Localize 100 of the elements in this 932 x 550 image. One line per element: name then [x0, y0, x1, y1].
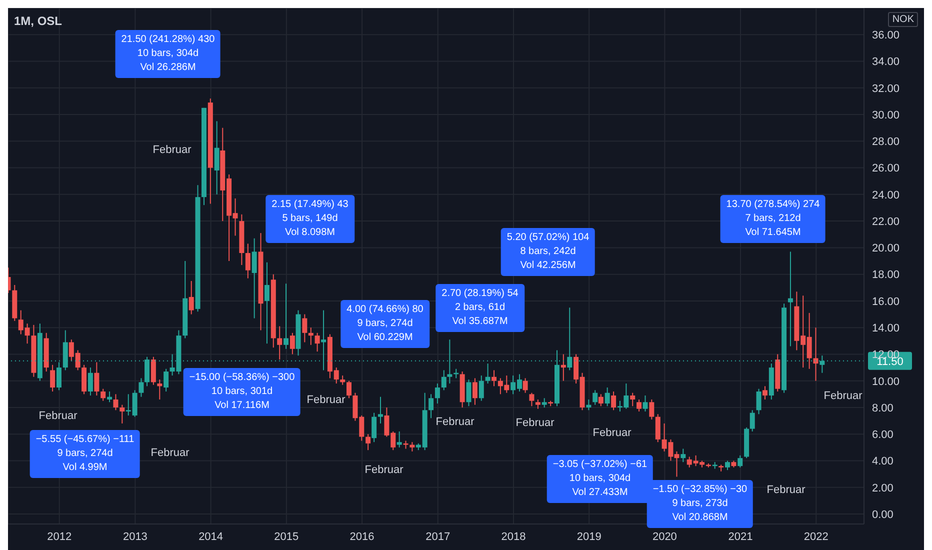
candlestick [107, 391, 112, 403]
annotation: Februar [152, 144, 192, 156]
candlestick [277, 326, 282, 360]
y-tick-label: 34.00 [872, 56, 900, 68]
candlestick [642, 395, 648, 412]
candlestick [655, 414, 660, 443]
candlestick [314, 332, 320, 352]
x-tick-label: 2014 [198, 530, 224, 543]
y-tick-label: 30.00 [872, 109, 900, 122]
y-tick-label: 24.00 [872, 189, 900, 202]
y-tick-label: 22.00 [872, 216, 900, 228]
y-tick-label: 10.00 [872, 376, 900, 388]
candlestick [88, 367, 93, 396]
y-tick-label: 18.00 [872, 269, 900, 282]
y-tick-label: 8.00 [872, 402, 894, 414]
candlestick [284, 283, 289, 350]
x-tick-label: 2020 [652, 530, 677, 543]
candlestick [164, 368, 169, 392]
annotation: Februar [306, 394, 346, 406]
candlestick [410, 442, 415, 452]
candlestick [264, 262, 270, 344]
candlestick [492, 370, 497, 387]
candlestick [724, 460, 730, 471]
annotation: 2.70 (28.19%) 54 2 bars, 61d Vol 35.687M [442, 287, 518, 329]
candlestick [636, 398, 642, 412]
y-tick-label: 14.00 [872, 322, 900, 334]
candlestick [560, 354, 566, 382]
y-tick-label: 26.00 [872, 162, 900, 175]
candlestick [138, 378, 144, 398]
candlestick [302, 314, 308, 343]
candlestick [340, 375, 346, 386]
x-tick-label: 2015 [274, 530, 299, 543]
candlestick [604, 387, 610, 407]
candlestick [372, 412, 377, 443]
y-axis-title: NOK [888, 12, 918, 27]
candlestick [680, 448, 686, 463]
candlestick [611, 391, 616, 411]
text: 1M, OSL [14, 14, 62, 28]
x-tick-label: 2012 [47, 530, 72, 543]
candlestick [529, 392, 534, 407]
candlestick [630, 392, 636, 407]
annotation: Februar [364, 464, 404, 476]
annotation: 21.50 (241.28%) 430 10 bars, 304d Vol 26.286M [121, 33, 215, 75]
annotation: −5.55 (−45.67%) −111 9 bars, 274d Vol 4.99M [36, 433, 134, 475]
annotation: 2.15 (17.49%) 43 5 bars, 149d Vol 8.098M [272, 198, 348, 240]
candlestick [157, 379, 162, 400]
candlestick [478, 375, 484, 402]
y-tick-label: 28.00 [872, 136, 900, 148]
y-tick-label: 16.00 [872, 296, 900, 308]
candlestick [750, 410, 755, 432]
candlestick [586, 398, 592, 411]
candlestick [346, 380, 352, 399]
y-tick-label: 20.00 [872, 242, 900, 255]
candlestick [252, 238, 257, 319]
candlestick [113, 394, 118, 411]
candlestick [290, 332, 295, 355]
candlestick [522, 378, 528, 394]
x-tick-label: 2013 [122, 530, 148, 543]
x-tick-label: 2016 [350, 530, 374, 543]
annotation: Februar [766, 484, 806, 496]
candlestick [813, 327, 818, 382]
x-tick-label: 2018 [501, 530, 526, 543]
annotation: Februar [436, 416, 474, 428]
annotation: 4.00 (74.66%) 80 9 bars, 274d Vol 60.229M [346, 303, 424, 345]
candlestick [535, 398, 540, 410]
x-tick-label: 2019 [576, 530, 602, 543]
candlestick [434, 383, 440, 404]
annotation: Februar [592, 427, 632, 439]
candlestick [466, 379, 472, 407]
annotation: Februar [516, 417, 554, 429]
y-tick-label: 32.00 [872, 82, 900, 95]
y-tick-label: 36.00 [872, 30, 900, 42]
candlestick [485, 363, 490, 384]
candlestick [738, 454, 743, 468]
annotation: Februar [38, 410, 78, 422]
candlestick [649, 398, 654, 420]
annotation: Februar [150, 447, 190, 459]
candlestick [50, 364, 56, 392]
candlestick [378, 396, 383, 424]
candlestick [472, 378, 478, 406]
candlestick [214, 120, 220, 195]
annotation: Februar [824, 390, 862, 402]
candlestick [245, 243, 250, 279]
y-tick-label: 0.00 [872, 508, 894, 521]
candlestick [441, 370, 446, 391]
candlestick [598, 394, 604, 407]
candlestick [120, 404, 125, 424]
candlestick [396, 430, 402, 448]
candlestick [366, 434, 371, 451]
annotation: −15.00 (−58.36%) −300 10 bars, 301d Vol 17.116M [189, 371, 295, 413]
candlestick [762, 386, 768, 400]
candlestick [94, 362, 100, 396]
candlestick [188, 280, 194, 315]
candlestick [82, 364, 87, 395]
x-tick-label: 2022 [804, 530, 828, 543]
candlestick [100, 388, 106, 402]
annotation: 5.20 (57.02%) 104 8 bars, 242d Vol 42.256M [506, 231, 590, 273]
annotation: −1.50 (−32.85%) −30 9 bars, 273d Vol 20.868M [652, 483, 748, 525]
candlestick [308, 327, 314, 346]
candlestick [428, 394, 434, 419]
